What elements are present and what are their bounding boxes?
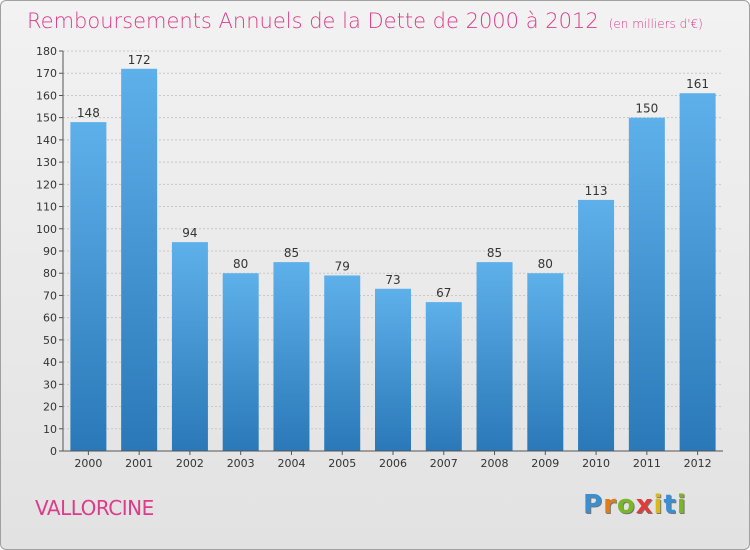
x-tick-label: 2010 <box>582 457 610 470</box>
y-tick-label: 120 <box>36 178 57 191</box>
y-tick-label: 180 <box>36 45 57 58</box>
bar-2008 <box>476 262 513 451</box>
y-tick-label: 100 <box>36 223 57 236</box>
proxiti-logo: Proxiti <box>583 490 687 520</box>
y-tick-label: 0 <box>50 445 57 458</box>
x-tick-label: 2006 <box>379 457 407 470</box>
data-label: 73 <box>385 273 400 287</box>
bar-2010 <box>578 199 615 451</box>
y-tick-label: 110 <box>36 201 57 214</box>
y-tick-label: 70 <box>43 289 57 302</box>
data-label: 79 <box>335 259 350 273</box>
bar-2006 <box>375 288 411 451</box>
bar-2001 <box>121 68 158 452</box>
bar-2004 <box>273 262 310 451</box>
y-tick-label: 90 <box>43 245 57 258</box>
chart-title-text: Remboursements Annuels de la Dette de 20… <box>27 9 599 33</box>
labels-layer: 148 172 94 80 85 79 73 67 85 80 113 150 161 <box>77 53 709 300</box>
y-tick-label: 50 <box>43 334 57 347</box>
y-tick-label: 150 <box>36 112 57 125</box>
logo-letter: r <box>603 490 617 520</box>
axis-layer: 0 10 20 30 40 50 60 70 80 90 100 110 120 130 140 150 160… <box>36 45 723 470</box>
x-tick-label: 2001 <box>125 457 153 470</box>
x-tick-label: 2005 <box>328 457 356 470</box>
y-tick-label: 30 <box>43 378 57 391</box>
data-label: 113 <box>585 184 608 198</box>
logo-letter: o <box>616 490 636 520</box>
x-tick-label: 2011 <box>633 457 661 470</box>
logo-letter: i <box>653 490 664 520</box>
y-tick-label: 40 <box>43 356 57 369</box>
data-label: 148 <box>77 106 100 120</box>
bar-2003 <box>222 273 259 451</box>
data-label: 85 <box>284 246 299 260</box>
bars-layer <box>70 68 716 452</box>
y-tick-label: 160 <box>36 89 57 102</box>
bar-2000 <box>70 122 107 451</box>
y-tick-label: 20 <box>43 401 57 414</box>
y-tick-label: 130 <box>36 156 57 169</box>
y-tick-label: 140 <box>36 134 57 147</box>
x-tick-label: 2000 <box>74 457 102 470</box>
commune-name: VALLORCINE <box>35 496 154 520</box>
x-tick-label: 2004 <box>277 457 305 470</box>
data-label: 161 <box>686 77 709 91</box>
logo-letter: x <box>635 490 654 520</box>
y-tick-label: 80 <box>43 267 57 280</box>
data-label: 67 <box>436 286 451 300</box>
x-tick-label: 2008 <box>481 457 509 470</box>
data-label: 150 <box>635 102 658 116</box>
data-label: 80 <box>233 257 248 271</box>
data-label: 94 <box>182 226 197 240</box>
x-tick-label: 2009 <box>531 457 559 470</box>
bar-2012 <box>679 93 716 451</box>
x-tick-label: 2003 <box>227 457 255 470</box>
bar-2007 <box>425 302 462 451</box>
logo-letter: i <box>676 490 687 520</box>
x-tick-label: 2002 <box>176 457 204 470</box>
bar-2011 <box>628 117 665 452</box>
y-tick-label: 10 <box>43 423 57 436</box>
logo-letter: t <box>663 490 677 520</box>
x-tick-label: 2012 <box>684 457 712 470</box>
bar-2005 <box>324 275 361 451</box>
data-label: 172 <box>128 53 151 67</box>
logo-letter: P <box>583 490 604 520</box>
data-label: 85 <box>487 246 502 260</box>
data-label: 80 <box>538 257 553 271</box>
chart-title: Remboursements Annuels de la Dette de 20… <box>27 9 703 33</box>
x-tick-label: 2007 <box>430 457 458 470</box>
y-tick-label: 60 <box>43 312 57 325</box>
y-tick-label: 170 <box>36 67 57 80</box>
bar-2009 <box>527 273 564 451</box>
chart-unit: (en milliers d'€) <box>608 17 703 31</box>
bar-2002 <box>171 242 208 451</box>
